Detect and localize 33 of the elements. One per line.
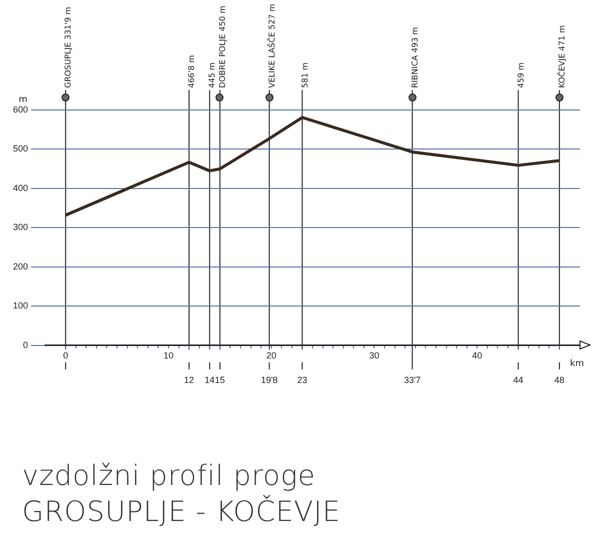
x2-tick-label: 48 — [554, 375, 564, 386]
x2-tick-label: 44 — [513, 375, 524, 386]
y-tick-label: 200 — [12, 261, 28, 272]
x-tick-label: 0 — [63, 350, 68, 360]
text: vzdolžni profil proge — [22, 458, 317, 494]
ref-line-label: RIBNICA 493 m — [410, 26, 420, 88]
ref-line-label: DOBRE POLJE 450 m — [218, 6, 227, 88]
x2-tick-label: 19'8 — [260, 375, 278, 386]
x-axis-title: km — [570, 359, 584, 370]
x2-tick-label: 33'7 — [404, 375, 421, 386]
y-tick-label: 300 — [12, 222, 28, 232]
x2-tick-label: 15 — [214, 375, 225, 386]
ref-line-label: KOČEVJE 471 m — [556, 25, 566, 88]
ref-line-label: 459 m — [516, 62, 526, 88]
x2-tick-label: 23 — [297, 375, 308, 386]
ref-line-label: 445 m — [208, 62, 217, 88]
ref-line-label: 581 m — [300, 62, 310, 88]
x-tick-label: 40 — [472, 350, 482, 360]
y-tick-label: 500 — [12, 144, 28, 154]
text: GROSUPLJE - KOČEVJE — [22, 494, 341, 530]
y-tick-label: 0 — [23, 340, 28, 350]
ref-line-label: GROSUPLJE 331'9 m — [64, 6, 73, 88]
ref-line-label: 466'8 m — [187, 54, 196, 88]
ref-line-label: VELIKE LAŠČE 527 m — [266, 4, 276, 88]
x2-tick-label: 12 — [184, 375, 194, 386]
x-tick-label: 10 — [163, 350, 174, 360]
x-tick-label: 20 — [266, 350, 276, 360]
x-tick-label: 30 — [369, 350, 380, 360]
x2-tick-label: 14 — [204, 375, 215, 386]
y-axis-title: m — [18, 94, 28, 105]
y-tick-label: 100 — [12, 300, 28, 311]
y-tick-label: 600 — [12, 104, 28, 114]
y-tick-label: 400 — [12, 182, 28, 193]
